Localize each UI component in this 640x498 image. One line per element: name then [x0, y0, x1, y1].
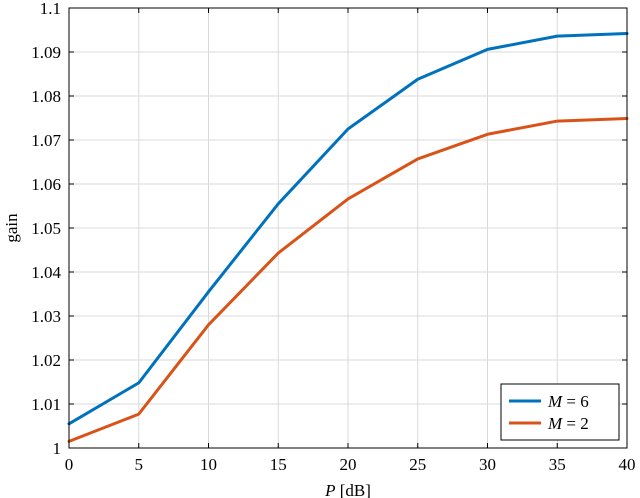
legend-label-var: M	[547, 414, 563, 433]
y-tick-label: 1.07	[31, 131, 61, 150]
series-group	[67, 32, 629, 443]
x-tick-label: 0	[65, 455, 74, 474]
y-tick-label: 1.1	[40, 0, 61, 18]
legend: M = 6M = 2	[500, 383, 620, 441]
x-axis-label: P [dB]	[324, 481, 371, 498]
y-tick-label: 1.02	[31, 351, 61, 370]
x-axis-label-unit: [dB]	[335, 481, 370, 498]
x-tick-label: 15	[270, 455, 287, 474]
x-tick-label: 5	[135, 455, 144, 474]
y-tick-label: 1.09	[31, 43, 61, 62]
x-tick-label: 40	[619, 455, 636, 474]
grid	[69, 8, 627, 448]
legend-label-1: M = 2	[547, 414, 589, 433]
y-tick-label: 1.04	[31, 263, 61, 282]
ticks	[68, 7, 628, 449]
legend-label-0: M = 6	[547, 392, 589, 411]
y-tick-label: 1.08	[31, 87, 61, 106]
x-tick-label: 30	[479, 455, 496, 474]
y-tick-label: 1.03	[31, 307, 61, 326]
y-axis-label: gain	[2, 213, 21, 243]
x-tick-label: 25	[409, 455, 426, 474]
x-axis-label-var: P	[324, 481, 335, 498]
y-tick-label: 1.06	[31, 175, 61, 194]
x-tick-label: 20	[340, 455, 357, 474]
legend-label-value: = 2	[562, 414, 589, 433]
y-tick-label: 1	[53, 439, 62, 458]
x-tick-label: 10	[200, 455, 217, 474]
y-tick-label: 1.01	[31, 395, 61, 414]
y-tick-label: 1.05	[31, 219, 61, 238]
legend-box	[500, 383, 620, 441]
legend-label-var: M	[547, 392, 563, 411]
x-tick-label: 35	[549, 455, 566, 474]
tick-labels: 0 5 10 15 20 25 30 35 40 1 1.01 1.02 1.03 1.04 1.05 1.0…	[31, 0, 635, 474]
legend-label-value: = 6	[562, 392, 589, 411]
